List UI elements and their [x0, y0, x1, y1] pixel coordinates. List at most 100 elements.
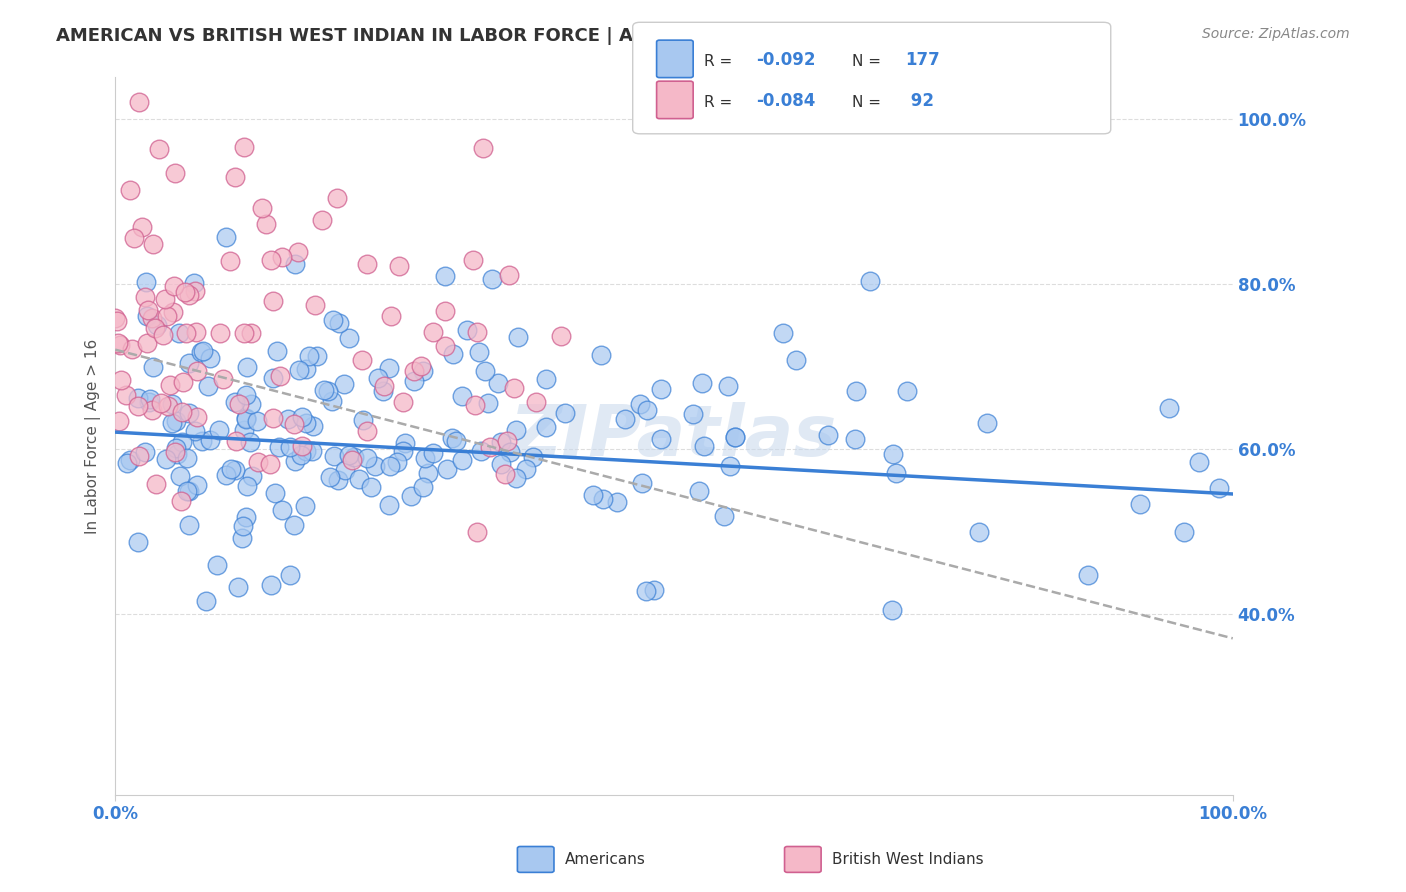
Point [183, 277, 205, 291]
Point [394, 436, 416, 450]
Point [506, 330, 529, 344]
Point [392, 444, 415, 458]
Text: 92: 92 [905, 92, 935, 110]
Point [502, 381, 524, 395]
Point [295, 417, 318, 431]
Point [882, 603, 904, 617]
Point [235, 388, 257, 402]
Point [135, 275, 157, 289]
Text: 177: 177 [905, 51, 941, 69]
Point [441, 431, 464, 445]
Point [186, 409, 208, 424]
Point [380, 309, 402, 323]
Point [380, 459, 402, 474]
Point [115, 456, 138, 470]
Text: AMERICAN VS BRITISH WEST INDIAN IN LABOR FORCE | AGE > 16 CORRELATION CHART: AMERICAN VS BRITISH WEST INDIAN IN LABOR… [56, 27, 934, 45]
Point [444, 434, 467, 449]
Point [356, 450, 378, 465]
Text: Americans: Americans [565, 852, 647, 867]
Point [165, 442, 187, 456]
Text: British West Indians: British West Indians [832, 852, 984, 867]
Point [291, 439, 314, 453]
Point [896, 384, 918, 399]
Point [200, 351, 222, 366]
Point [550, 329, 572, 343]
Point [141, 402, 163, 417]
Point [335, 463, 357, 477]
Point [142, 236, 165, 251]
Point [352, 353, 374, 368]
Point [295, 362, 318, 376]
Point [239, 435, 262, 450]
Point [277, 412, 299, 426]
Point [409, 359, 432, 374]
Point [489, 457, 512, 471]
Point [477, 396, 499, 410]
Point [316, 384, 339, 399]
Point [470, 444, 492, 458]
Point [650, 432, 672, 446]
Point [524, 394, 547, 409]
Point [131, 220, 153, 235]
Point [536, 420, 558, 434]
Point [412, 480, 434, 494]
Point [434, 304, 457, 318]
Point [311, 212, 333, 227]
Point [138, 395, 160, 409]
Point [416, 466, 439, 480]
Point [378, 360, 401, 375]
Point [212, 372, 235, 386]
Point [295, 443, 318, 458]
Point [1129, 497, 1152, 511]
Point [254, 217, 277, 231]
Point [208, 423, 231, 437]
Point [606, 494, 628, 508]
Point [186, 478, 208, 492]
Point [232, 423, 254, 437]
Point [167, 326, 190, 341]
Point [724, 429, 747, 443]
Point [450, 453, 472, 467]
Point [179, 406, 201, 420]
Point [262, 411, 284, 425]
Point [422, 446, 444, 460]
Point [450, 389, 472, 403]
Point [628, 397, 651, 411]
Point [163, 165, 186, 179]
Point [323, 449, 346, 463]
Point [259, 578, 281, 592]
Point [724, 430, 747, 444]
Point [139, 392, 162, 406]
Point [817, 428, 839, 442]
Point [288, 363, 311, 377]
Point [224, 169, 246, 184]
Point [343, 450, 366, 464]
Point [356, 425, 378, 439]
Point [636, 403, 658, 417]
Point [1077, 568, 1099, 582]
Point [219, 462, 242, 476]
Point [337, 331, 360, 345]
Point [690, 376, 713, 390]
Point [169, 469, 191, 483]
Point [152, 328, 174, 343]
Point [269, 369, 291, 384]
Point [235, 412, 257, 426]
Point [174, 285, 197, 299]
Point [225, 434, 247, 448]
Point [352, 413, 374, 427]
Point [882, 447, 904, 461]
Text: N =: N = [852, 54, 882, 69]
Point [194, 593, 217, 607]
Point [844, 432, 866, 446]
Point [160, 417, 183, 431]
Point [263, 486, 285, 500]
Point [498, 268, 520, 283]
Point [367, 371, 389, 385]
Point [505, 470, 527, 484]
Point [301, 443, 323, 458]
Point [142, 360, 165, 375]
Point [231, 532, 253, 546]
Point [693, 439, 716, 453]
Point [1173, 524, 1195, 539]
